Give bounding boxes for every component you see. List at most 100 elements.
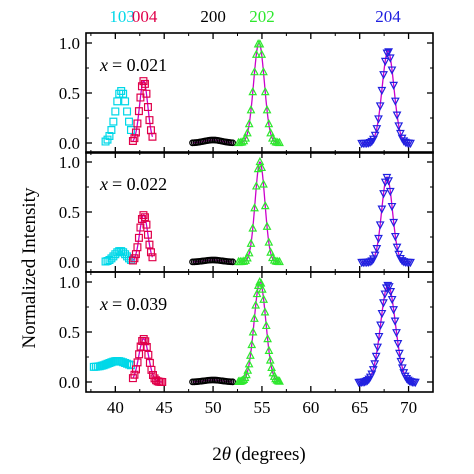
data-point-103 [121,250,130,259]
data-point-204 [397,364,407,373]
data-point-202 [264,237,274,246]
data-point-202 [261,320,271,330]
data-point-202 [267,362,276,372]
data-point-004 [141,337,150,346]
x-axis-label: 2θ (degrees) [212,444,306,465]
data-point-204 [387,66,397,75]
data-point-204 [392,111,402,120]
data-point-202 [260,307,270,316]
data-point-004 [135,350,144,359]
data-point-204 [377,205,387,214]
reflection-label-204: 204 [375,7,401,26]
reflection-label-202: 202 [249,7,275,26]
data-point-202 [250,202,259,212]
peak-200 [189,256,237,266]
data-point-004 [145,240,154,249]
y-tick-label: 1.0 [59,273,80,292]
data-point-202 [260,200,270,210]
reflection-label-103: 103 [109,7,135,26]
data-point-004 [140,213,149,222]
data-point-204 [368,366,378,375]
data-point-204 [389,306,398,315]
data-point-103 [107,358,116,367]
data-point-202 [251,49,261,58]
data-point-202 [255,39,265,48]
data-point-004 [130,134,139,143]
data-point-202 [257,49,267,58]
data-point-204 [365,258,375,267]
data-point-202 [259,294,269,303]
data-point-204 [374,234,383,244]
data-point-202 [248,223,258,232]
peak-202 [234,156,284,266]
data-point-202 [259,66,268,76]
data-point-103 [111,250,120,259]
data-point-204 [389,218,399,228]
panels: 0.0 0.5 1.0 x = 0.021 0.0 0.5 1.0 x = 0.022 0.0 0.5… [59,32,434,393]
data-point-204 [393,340,403,349]
data-point-202 [246,238,256,247]
data-point-204 [396,129,405,139]
data-point-103 [109,252,118,261]
data-point-103 [119,89,128,98]
data-point-204 [363,376,372,386]
data-point-204 [370,131,380,141]
data-point-204 [370,251,380,260]
data-point-202 [269,135,279,145]
data-point-202 [243,365,253,374]
data-point-202 [264,345,274,354]
data-point-202 [265,355,275,364]
data-point-204 [382,49,392,58]
data-point-103 [125,117,134,126]
data-point-204 [372,245,382,254]
data-point-103 [123,359,132,368]
data-point-202 [242,369,251,379]
fit-curve-204 [361,176,411,263]
data-point-202 [266,128,276,137]
data-point-202 [262,221,272,230]
data-point-204 [385,187,395,197]
y-tick-label: 0.0 [59,134,80,153]
reflection-label-004: 004 [132,7,158,26]
data-point-204 [392,329,401,338]
data-point-204 [387,202,397,212]
data-point-202 [251,181,261,190]
data-point-103 [121,97,130,106]
data-point-202 [246,105,256,114]
peak-202 [234,276,284,386]
data-point-004 [147,365,156,374]
data-point-204 [380,290,390,299]
data-point-004 [152,376,161,385]
peak-200 [189,376,237,386]
x-tick-label: 40 [107,398,124,417]
peak-204 [357,173,415,268]
data-point-204 [406,258,415,268]
data-point-204 [392,243,402,253]
reflection-label-200: 200 [200,7,226,26]
peak-103 [89,357,135,371]
data-point-200 [229,139,237,147]
x-tick-label: 70 [400,398,417,417]
data-point-004 [143,230,152,239]
data-point-004 [137,82,146,91]
data-point-202 [262,105,272,114]
data-point-204 [374,115,383,124]
data-point-204 [411,378,420,388]
data-point-202 [252,288,262,298]
data-point-103 [119,358,128,367]
peak-004 [128,211,157,265]
data-point-202 [275,137,284,147]
data-point-103 [103,359,112,368]
panel-2: 0.0 0.5 1.0 x = 0.022 [59,151,434,273]
panel-label: x = 0.021 [99,55,167,75]
x-tick-label: 60 [302,398,319,417]
x-axis-label-unit: (degrees) [235,444,306,465]
data-point-202 [256,278,266,287]
data-point-202 [260,86,270,96]
fit-curve-204 [361,50,411,144]
y-axis-label: Normalized Intensity [19,187,40,348]
data-point-204 [384,177,394,186]
data-point-204 [379,299,388,308]
